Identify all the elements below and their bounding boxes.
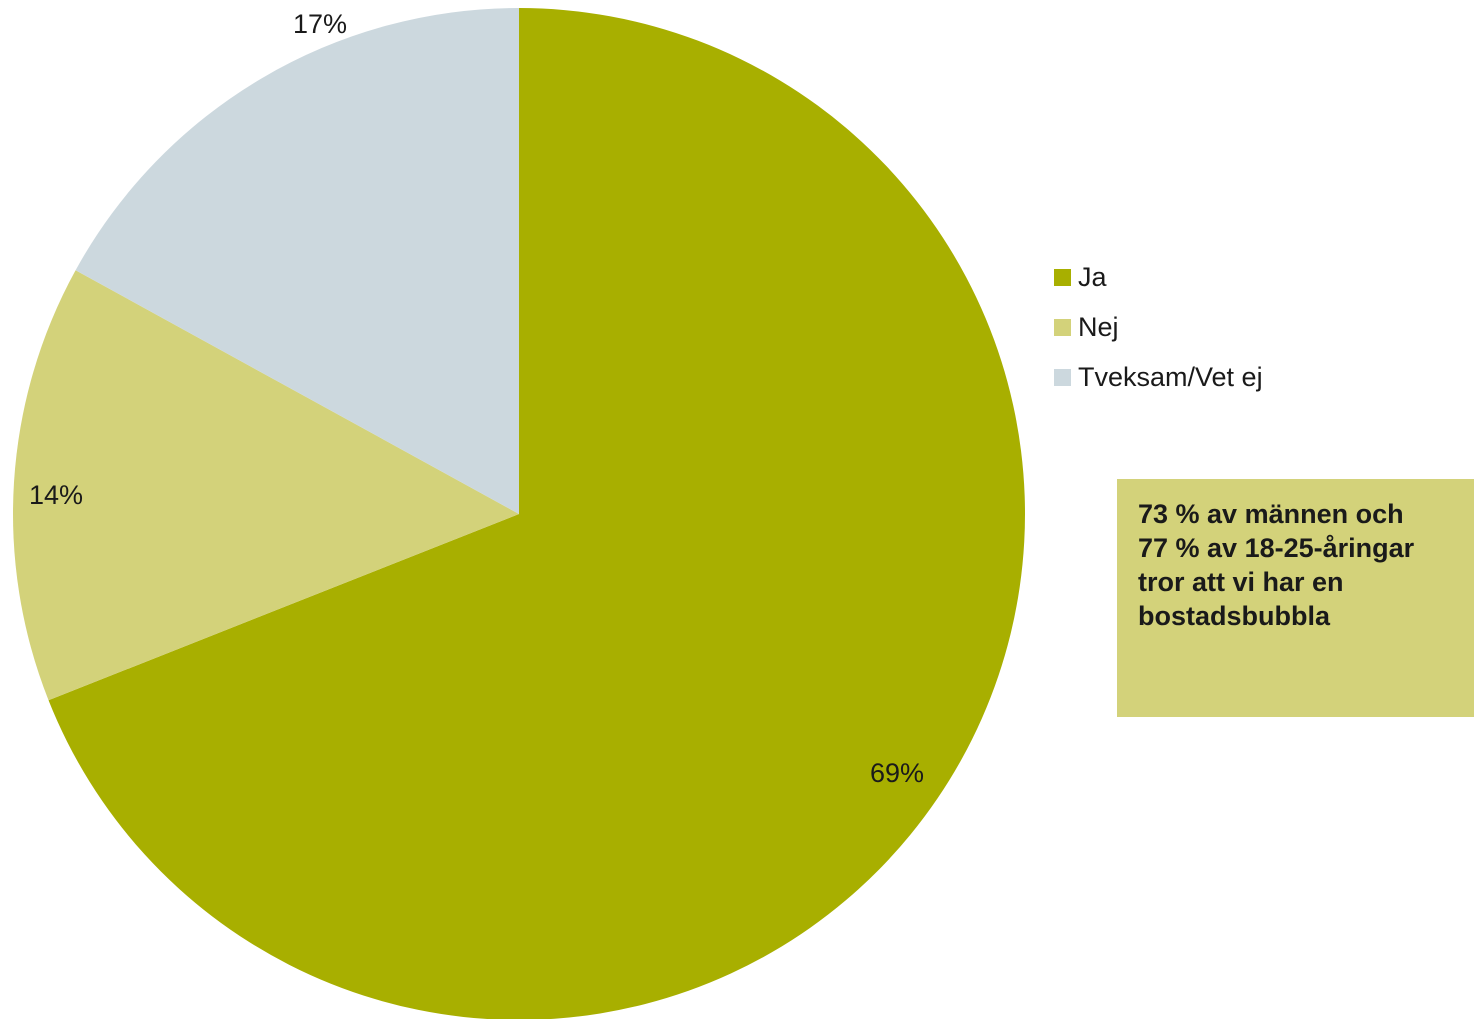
annotation-line: bostadsbubbla — [1138, 601, 1331, 631]
annotation-line: 73 % av männen och — [1138, 499, 1404, 529]
pie-chart: 69% 14% 17% — [13, 8, 1025, 1019]
slice-label-nej: 14% — [29, 480, 83, 510]
legend-swatch-nej — [1054, 318, 1071, 336]
legend-label-nej: Nej — [1078, 311, 1119, 342]
slice-tveksam — [75, 8, 520, 514]
legend-item-tveksam: Tveksam/Vet ej — [1054, 352, 1263, 402]
legend-label-ja: Ja — [1078, 261, 1107, 292]
legend-swatch-ja — [1054, 268, 1071, 286]
legend-item-ja: Ja — [1054, 252, 1263, 302]
slice-ja — [48, 8, 1025, 1019]
legend-label-tveksam: Tveksam/Vet ej — [1078, 361, 1263, 392]
legend: Ja Nej Tveksam/Vet ej — [1054, 252, 1263, 402]
annotation-line: 77 % av 18-25-åringar — [1138, 533, 1415, 563]
legend-item-nej: Nej — [1054, 302, 1263, 352]
annotation-box: 73 % av männen och 77 % av 18-25-åringar… — [1117, 479, 1474, 717]
slice-label-ja: 69% — [870, 758, 924, 788]
slice-nej — [13, 270, 520, 701]
slice-label-tveksam: 17% — [293, 9, 347, 39]
legend-swatch-tveksam — [1054, 368, 1071, 386]
annotation-line: tror att vi har en — [1138, 567, 1344, 597]
